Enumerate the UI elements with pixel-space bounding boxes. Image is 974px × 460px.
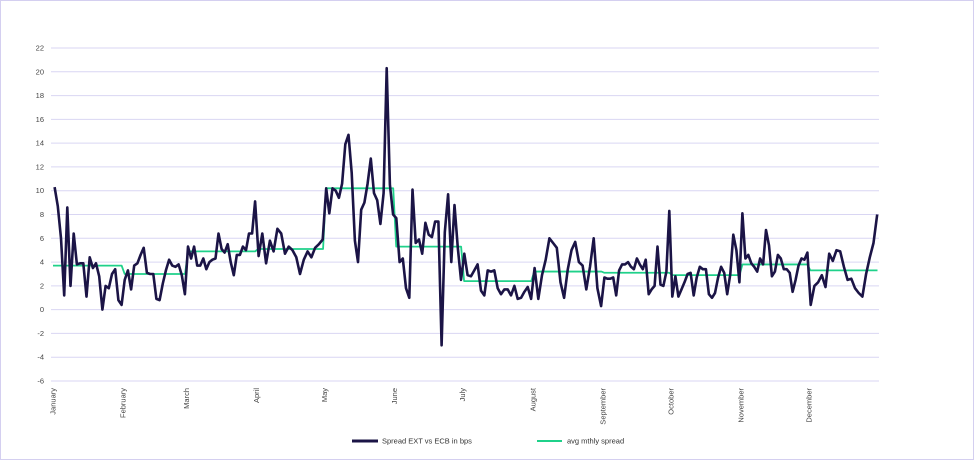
x-tick-label: January xyxy=(49,388,58,415)
legend: Spread EXT vs ECB in bps avg mthly sprea… xyxy=(352,437,624,446)
x-tick-label: July xyxy=(458,388,467,402)
gridlines xyxy=(51,47,879,382)
y-tick-label: 16 xyxy=(36,115,44,124)
x-tick-label: September xyxy=(598,387,607,424)
y-tick-label: 14 xyxy=(36,139,44,148)
y-tick-label: 4 xyxy=(40,258,44,267)
y-tick-label: 12 xyxy=(36,162,44,171)
y-tick-label: -2 xyxy=(37,329,44,338)
x-tick-label: November xyxy=(736,388,745,423)
y-tick-label: 18 xyxy=(36,91,44,100)
x-tick-label: December xyxy=(804,388,813,423)
x-axis-ticks: January February March April May June July Augu… xyxy=(49,387,814,425)
x-tick-label: June xyxy=(390,388,399,404)
series-lines xyxy=(53,66,879,347)
x-tick-label: February xyxy=(119,388,128,418)
y-tick-label: 10 xyxy=(36,186,44,195)
x-tick-label: October xyxy=(666,388,675,415)
y-tick-label: -6 xyxy=(37,377,44,386)
legend-label-daily: Spread EXT vs ECB in bps xyxy=(382,437,472,446)
series-spread-ext-vs-ecb xyxy=(53,66,879,347)
y-tick-label: 8 xyxy=(40,210,44,219)
x-tick-label: April xyxy=(252,388,261,403)
y-tick-label: 22 xyxy=(36,44,44,53)
y-tick-label: 20 xyxy=(36,67,44,76)
y-tick-label: 2 xyxy=(40,281,44,290)
y-tick-label: 0 xyxy=(40,305,44,314)
x-tick-label: August xyxy=(528,387,537,411)
y-tick-label: -4 xyxy=(37,353,44,362)
x-tick-label: May xyxy=(320,388,329,402)
legend-label-monthly: avg mthly spread xyxy=(567,437,624,446)
x-tick-label: March xyxy=(182,388,191,409)
y-tick-label: 6 xyxy=(40,234,44,243)
